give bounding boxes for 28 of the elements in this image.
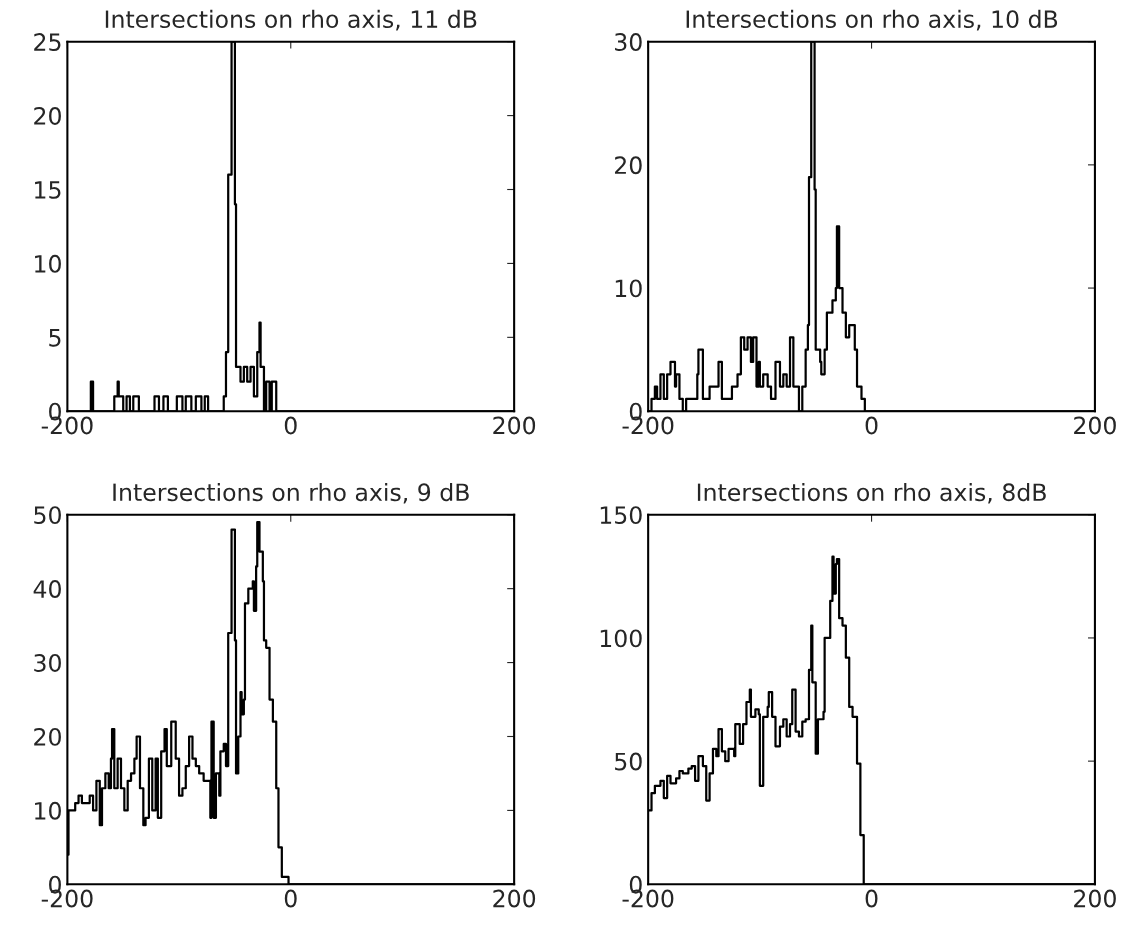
y-tick-label: 10 bbox=[35, 254, 61, 273]
chart-title: Intersections on rho axis, 10 dB bbox=[686, 9, 1058, 31]
y-tick-label: 25 bbox=[34, 33, 61, 51]
y-tick-label: 50 bbox=[34, 506, 61, 525]
y-tick-label: 30 bbox=[615, 33, 642, 51]
chart-title: Intersections on rho axis, 8dB bbox=[697, 482, 1046, 504]
x-tick-label: 0 bbox=[865, 889, 878, 908]
chart-title: Intersections on rho axis, 11 dB bbox=[105, 9, 477, 31]
y-tick-label: 15 bbox=[35, 181, 61, 199]
y-tick-label: 5 bbox=[49, 329, 61, 347]
y-tick-label: 40 bbox=[33, 580, 61, 598]
x-tick-label: 0 bbox=[865, 416, 878, 435]
y-tick-label: 20 bbox=[614, 156, 642, 175]
y-tick-label: 30 bbox=[34, 654, 61, 672]
y-tick-label: 100 bbox=[600, 629, 642, 648]
x-tick-label: 0 bbox=[284, 889, 297, 908]
x-tick-label: 0 bbox=[284, 416, 297, 435]
y-tick-label: 10 bbox=[35, 801, 61, 820]
x-tick-label: 200 bbox=[1074, 889, 1116, 908]
y-tick-label: 10 bbox=[615, 279, 642, 298]
x-tick-label: 200 bbox=[1074, 416, 1116, 435]
y-tick-label: 20 bbox=[34, 727, 61, 746]
y-tick-label: 150 bbox=[600, 506, 642, 525]
y-tick-label: 20 bbox=[34, 107, 61, 125]
chart-title: Intersections on rho axis, 9 dB bbox=[113, 482, 469, 504]
x-tick-label: 200 bbox=[493, 889, 536, 908]
y-tick-label: 50 bbox=[615, 752, 642, 771]
x-tick-label: 200 bbox=[493, 416, 536, 435]
